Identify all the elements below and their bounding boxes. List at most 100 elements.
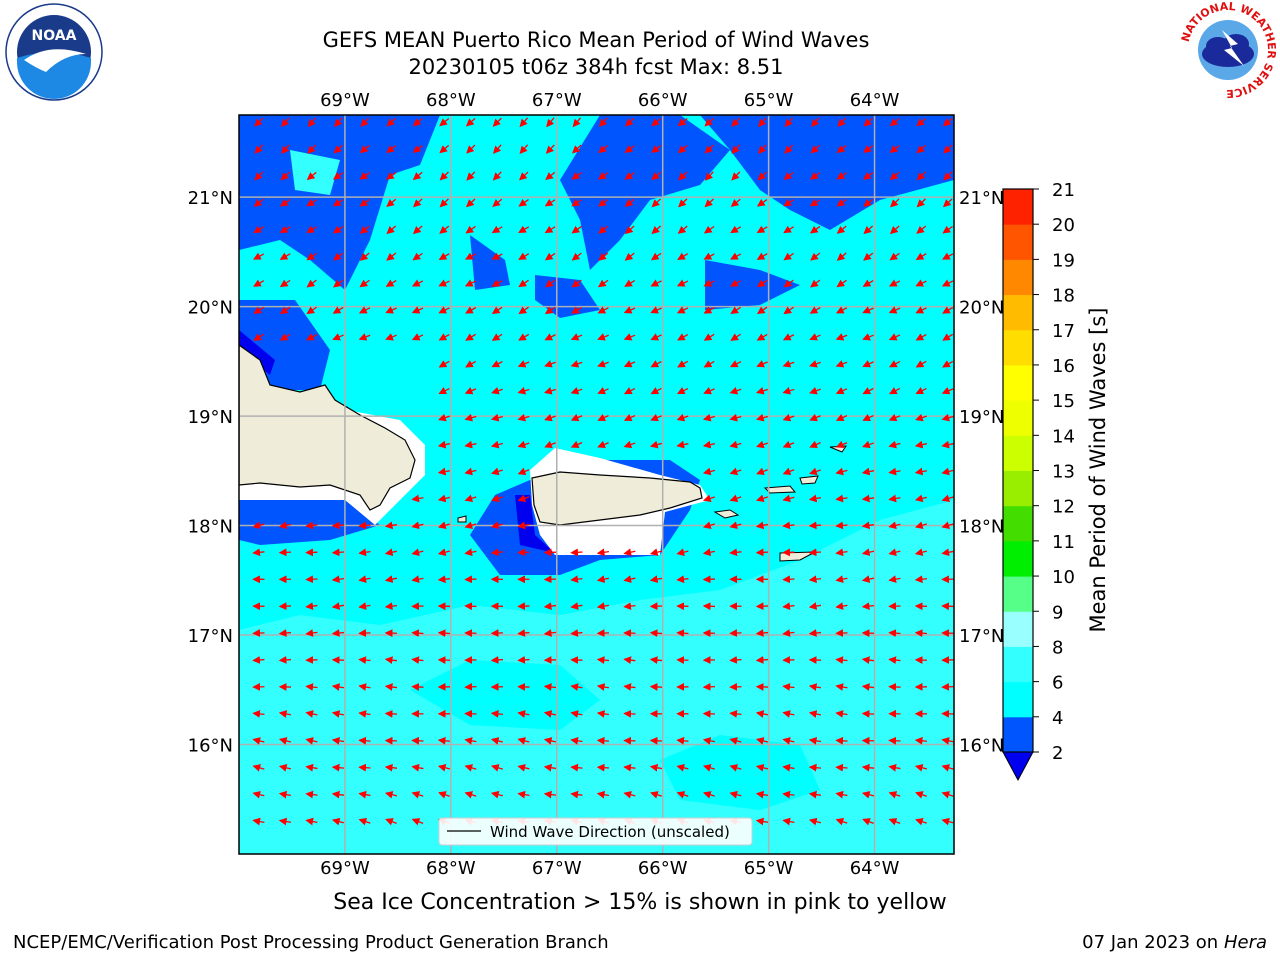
lat-tick-right: 16°N xyxy=(959,736,1004,757)
wave-arrow xyxy=(889,225,900,235)
wave-arrow xyxy=(755,629,769,637)
wave-arrow xyxy=(729,710,742,718)
wave-arrow xyxy=(545,171,556,181)
wave-arrow xyxy=(597,360,609,368)
wave-arrow xyxy=(782,737,795,745)
wave-arrow xyxy=(411,763,424,772)
wave-arrow xyxy=(517,790,530,799)
wave-arrow xyxy=(782,440,795,449)
wave-arrow xyxy=(889,252,900,261)
wave-arrow xyxy=(543,683,557,691)
wave-arrow xyxy=(438,387,450,395)
wave-arrow xyxy=(385,333,397,341)
wave-arrow xyxy=(889,171,900,181)
wave-arrow xyxy=(571,225,582,234)
wave-arrow xyxy=(331,710,345,718)
wave-arrow xyxy=(916,144,927,154)
wave-arrow xyxy=(384,521,398,530)
wave-arrow xyxy=(305,710,318,718)
wave-arrow xyxy=(623,333,636,341)
wind-wave-arrows xyxy=(252,117,954,826)
wave-arrow xyxy=(729,467,742,476)
wave-arrow xyxy=(412,171,423,181)
lat-tick-left: 17°N xyxy=(188,626,233,647)
wave-arrow xyxy=(650,333,662,341)
wave-arrow xyxy=(254,117,264,127)
wave-arrow xyxy=(491,494,503,502)
colorbar-segment xyxy=(1003,294,1033,331)
lat-tick-right: 19°N xyxy=(959,407,1004,428)
wave-arrow xyxy=(809,306,821,314)
wave-arrow xyxy=(331,629,345,637)
wave-arrow xyxy=(863,172,874,180)
field-4-6-patch-2 xyxy=(660,735,820,810)
wave-arrow xyxy=(783,171,794,181)
wave-arrow xyxy=(543,629,557,637)
wave-arrow xyxy=(650,306,662,314)
wave-arrow xyxy=(784,144,794,154)
wave-arrow xyxy=(702,737,716,745)
wave-arrow xyxy=(332,333,344,341)
wave-arrow xyxy=(650,413,662,422)
wave-arrow xyxy=(782,629,795,637)
wave-arrow xyxy=(278,548,292,557)
land-culebra xyxy=(713,509,740,519)
wave-arrow xyxy=(518,252,530,260)
wave-arrow xyxy=(835,521,848,530)
wave-arrow xyxy=(888,387,901,395)
wave-arrow xyxy=(625,117,635,127)
wave-arrow xyxy=(677,118,688,127)
colorbar-tick-label: 2 xyxy=(1052,743,1063,764)
wave-arrow xyxy=(437,629,451,638)
wave-arrow xyxy=(729,360,742,368)
wave-arrow xyxy=(597,172,609,180)
wave-arrow xyxy=(543,602,557,610)
wave-arrow xyxy=(941,764,954,772)
wave-arrow xyxy=(359,252,370,261)
colorbar-segment xyxy=(1003,611,1033,647)
wave-arrow xyxy=(278,817,292,826)
wave-arrow xyxy=(306,279,317,288)
wave-arrow xyxy=(862,279,874,287)
wave-arrow xyxy=(254,171,264,181)
wave-arrow xyxy=(358,710,371,718)
wave-arrow xyxy=(835,683,848,691)
colorbar-tick-label: 19 xyxy=(1052,250,1075,271)
wave-arrow xyxy=(755,521,769,530)
wave-arrow xyxy=(491,306,503,314)
wave-arrow xyxy=(861,575,875,583)
wave-arrow xyxy=(756,279,768,288)
map-frame xyxy=(238,114,955,855)
wave-arrow xyxy=(755,386,768,395)
wave-arrow xyxy=(306,252,317,261)
wave-arrow xyxy=(464,521,477,529)
wave-arrow xyxy=(623,709,636,718)
wave-arrow xyxy=(914,548,928,556)
wave-arrow xyxy=(359,198,370,207)
wave-arrow xyxy=(702,494,715,503)
wave-arrow xyxy=(863,252,874,261)
wave-arrow xyxy=(492,144,502,154)
wave-arrow xyxy=(384,575,398,583)
wave-arrow xyxy=(358,333,371,341)
wave-arrow xyxy=(782,683,795,691)
wave-arrow xyxy=(411,279,424,287)
wave-arrow xyxy=(437,521,450,529)
wave-arrow xyxy=(623,575,636,583)
wave-arrow xyxy=(729,764,742,772)
field-2-4-patch-c xyxy=(705,260,800,310)
wave-arrow xyxy=(570,575,583,584)
wave-arrow xyxy=(888,683,901,691)
wave-arrow xyxy=(517,710,530,718)
wave-arrow xyxy=(307,117,316,128)
colorbar-under-extension xyxy=(1002,751,1034,782)
wave-arrow xyxy=(888,629,901,638)
wave-arrow xyxy=(809,225,821,234)
wave-arrow xyxy=(703,387,715,395)
wave-arrow xyxy=(331,790,345,799)
wave-arrow xyxy=(941,413,954,422)
wave-arrow xyxy=(333,279,344,288)
wave-arrow xyxy=(623,440,636,449)
land-puerto-rico xyxy=(531,471,703,526)
wave-arrow xyxy=(888,763,901,772)
